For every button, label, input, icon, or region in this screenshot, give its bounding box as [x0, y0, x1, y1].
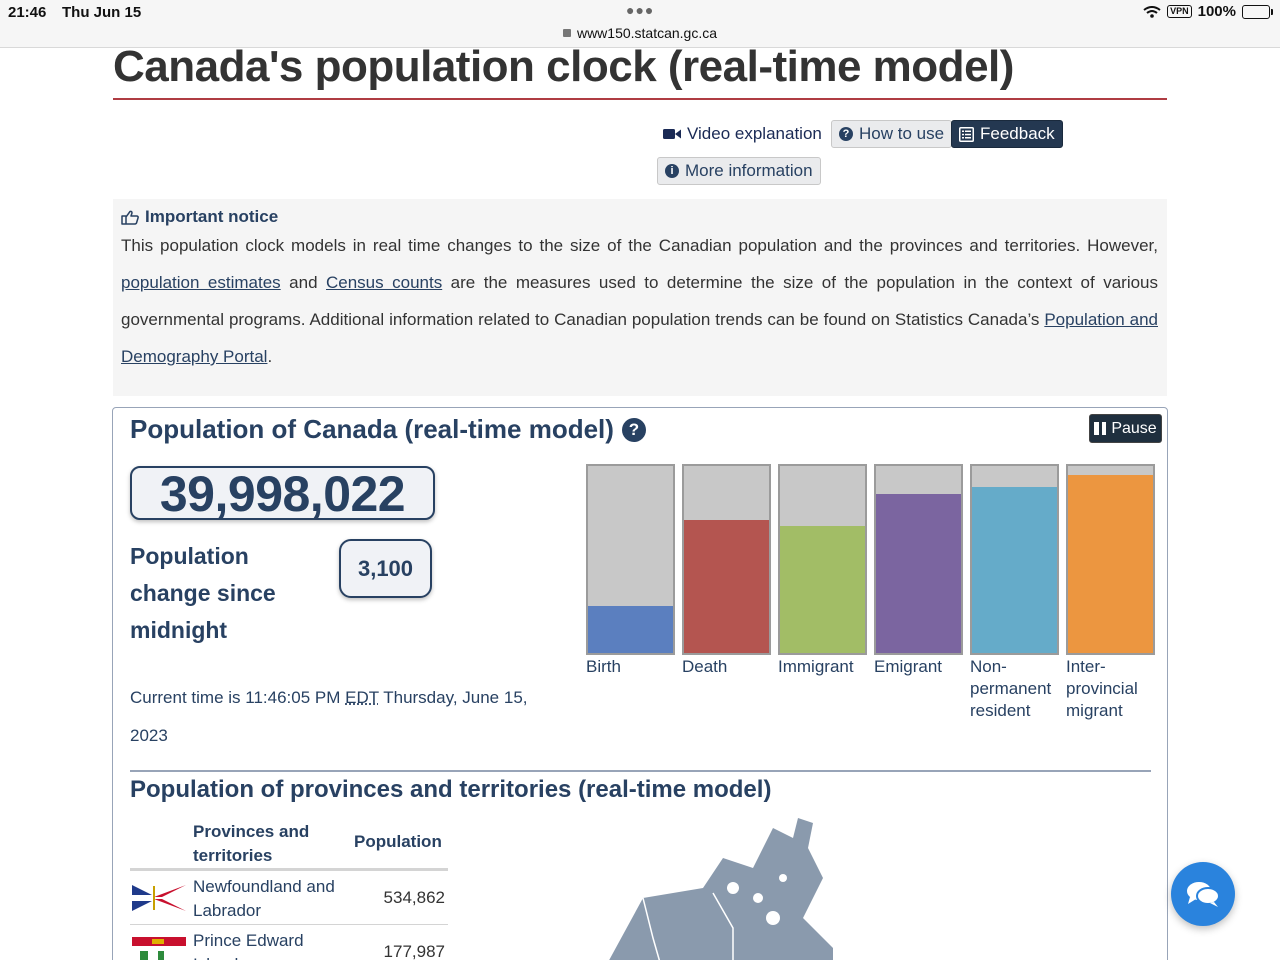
bar-fill [972, 487, 1057, 653]
notice-text-2: and [280, 273, 326, 292]
bar-label: Immigrant [778, 657, 854, 676]
more-information-button[interactable]: i More information [657, 157, 821, 185]
video-camera-icon [663, 129, 681, 139]
bar-fill [780, 526, 865, 653]
lock-icon [562, 29, 571, 37]
vpn-badge: VPN [1167, 5, 1192, 18]
battery-percent: 100% [1197, 3, 1236, 20]
page-title: Canada's population clock (real-time mod… [113, 42, 1014, 91]
bar-emigrant [874, 464, 963, 655]
canada-map[interactable] [583, 818, 833, 960]
video-explanation-button[interactable]: Video explanation [656, 120, 829, 148]
hand-pointing-icon [121, 210, 139, 225]
clock-title: Population of Canada (real-time model) ? [130, 414, 646, 445]
bar-immigrant [778, 464, 867, 655]
population-estimates-link[interactable]: population estimates [121, 273, 281, 292]
title-rule [113, 98, 1167, 100]
feedback-button[interactable]: Feedback [951, 120, 1063, 148]
video-explanation-label: Video explanation [687, 124, 822, 143]
address-bar[interactable]: www150.statcan.gc.ca [0, 25, 1280, 41]
province-population: 534,862 [383, 888, 445, 907]
pause-icon [1094, 422, 1107, 435]
province-population: 177,987 [383, 942, 445, 960]
status-bar: 21:46 Thu Jun 15 ●●● www150.statcan.gc.c… [0, 0, 1280, 48]
notice-text-4: . [267, 347, 273, 366]
clock-title-text: Population of Canada (real-time model) [130, 414, 614, 444]
pause-button[interactable]: Pause [1089, 414, 1162, 443]
info-circle-icon: i [665, 164, 679, 178]
header-rule [130, 868, 448, 871]
url-text: www150.statcan.gc.ca [576, 25, 718, 41]
section-rule [130, 770, 1151, 772]
notice-text-1: This population clock models in real tim… [121, 236, 1158, 255]
notice-body: This population clock models in real tim… [121, 227, 1158, 375]
multitask-dots-icon[interactable]: ●●● [626, 2, 655, 18]
col-header-provinces[interactable]: Provinces and territories [193, 822, 310, 865]
notice-text-3: are the measures used to determine the s… [121, 273, 1159, 329]
time-suffix: Thursday, June 15, 2023 [130, 688, 528, 745]
how-to-use-label: How to use [859, 124, 945, 143]
bar-fill [1068, 475, 1153, 653]
chat-bubbles-icon [1187, 882, 1220, 907]
population-counter: 39,998,022 [130, 466, 435, 520]
notice-heading-text: Important notice [145, 207, 279, 226]
notice-heading: Important notice [121, 207, 278, 227]
bar-label: Birth [586, 657, 621, 676]
bar-fill [684, 520, 769, 653]
table-row: Prince Edward Island 177,987 [130, 925, 448, 960]
province-name: Newfoundland and Labrador [193, 877, 335, 920]
bar-non-permanent-resident [970, 464, 1059, 655]
pause-label: Pause [1111, 419, 1157, 437]
bar-fill [588, 606, 673, 653]
change-counter: 3,100 [339, 539, 432, 598]
feedback-label: Feedback [980, 124, 1055, 143]
how-to-use-button[interactable]: ? How to use [831, 120, 953, 148]
bar-fill [876, 494, 961, 653]
status-indicators: VPN 100% [1143, 3, 1273, 20]
current-time: Current time is 11:46:05 PM EDT Thursday… [130, 679, 550, 755]
bar-label: Non-permanent resident [970, 657, 1052, 720]
provinces-title: Population of provinces and territories … [130, 776, 772, 803]
list-alt-icon [959, 126, 974, 142]
wifi-icon [1143, 5, 1161, 18]
row-rule [130, 924, 448, 925]
bar-label: Emigrant [874, 657, 943, 676]
help-circle-icon[interactable]: ? [621, 417, 646, 442]
pei-flag-icon [132, 937, 186, 960]
question-circle-icon: ? [839, 127, 853, 141]
demography-portal-link[interactable]: Population and Demography Portal [121, 310, 1158, 366]
table-row: Newfoundland and Labrador 534,862 [130, 871, 448, 925]
chat-button[interactable] [1171, 862, 1235, 926]
newfoundland-flag-icon [132, 883, 186, 913]
bar-label: Inter-provincial migrant [1066, 657, 1138, 720]
population-clock-panel: Population of Canada (real-time model) ?… [112, 407, 1168, 960]
bar-death [682, 464, 771, 655]
bar-inter-provincial-migrant [1066, 464, 1155, 655]
change-label: Population change since midnight [130, 543, 276, 643]
time-prefix: Current time is 11:46:05 PM [130, 688, 346, 707]
bar-birth [586, 464, 675, 655]
bar-label: Death [682, 657, 728, 676]
status-date: Thu Jun 15 [62, 4, 142, 21]
province-name: Prince Edward Island [193, 931, 304, 960]
col-header-population[interactable]: Population [354, 832, 442, 851]
status-time: 21:46 [8, 4, 47, 21]
important-notice: Important notice This population clock m… [113, 199, 1167, 396]
more-information-label: More information [685, 161, 813, 180]
battery-icon [1242, 4, 1273, 19]
time-zone: EDT [345, 688, 379, 707]
census-counts-link[interactable]: Census counts [326, 273, 443, 292]
